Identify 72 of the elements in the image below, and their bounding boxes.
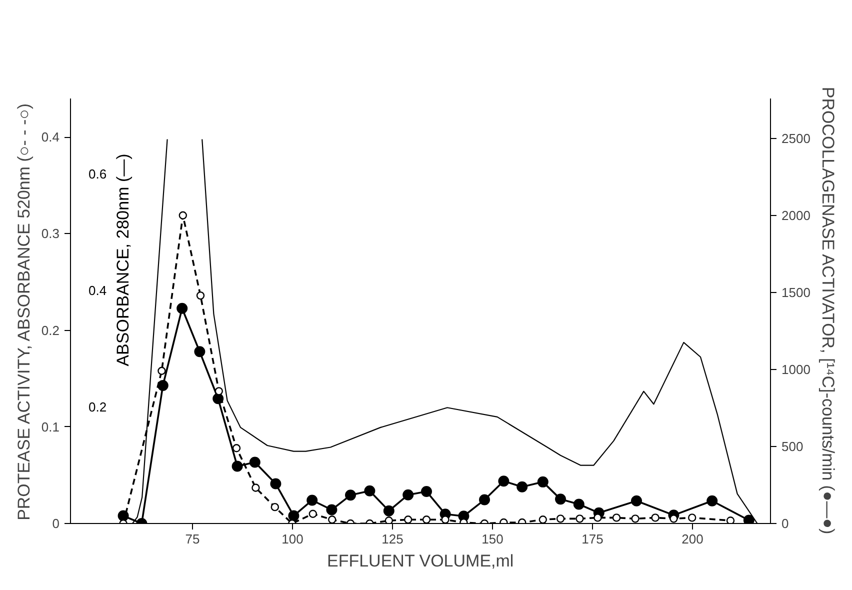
x-tick-label: 150: [482, 532, 504, 546]
y-axis-title: PROTEASE ACTIVITY, ABSORBANCE 520nm (○- - -○): [14, 103, 34, 520]
point: [176, 302, 188, 314]
point: [270, 502, 279, 512]
point: [498, 476, 510, 487]
point: [364, 485, 376, 496]
point: [196, 291, 205, 300]
point: [422, 516, 431, 524]
y2-tick-label: 2000: [782, 208, 810, 224]
point: [383, 505, 394, 516]
point: [158, 366, 166, 375]
point: [270, 478, 282, 490]
point: [537, 476, 548, 488]
y-tick-label: 0.3: [41, 226, 60, 242]
point: [232, 444, 241, 452]
point: [555, 494, 566, 505]
point: [157, 380, 168, 392]
point: [743, 514, 754, 524]
y2-tick-label: 0: [782, 516, 789, 531]
point: [214, 387, 223, 396]
point: [706, 495, 718, 506]
point: [308, 510, 317, 518]
point: [576, 514, 584, 523]
point: [688, 514, 696, 522]
point: [651, 514, 660, 522]
point: [441, 516, 450, 524]
x-tick-label: 200: [682, 532, 704, 546]
point: [212, 393, 224, 404]
point: [612, 514, 621, 522]
point: [328, 516, 336, 524]
y2-tick-label: 1500: [782, 285, 810, 300]
y3-axis-title: ABSORBANCE, 280nm (—): [114, 154, 132, 366]
point: [670, 514, 678, 523]
point: [288, 510, 300, 522]
point: [516, 481, 528, 492]
y3-tick-label: 0.4: [88, 283, 107, 298]
point: [631, 514, 640, 523]
x-axis-title: EFFLUENT VOLUME,ml: [326, 552, 514, 570]
point: [345, 490, 356, 501]
y2-axis-title: PROCOLLAGENASE ACTIVATOR, [¹⁴C]-counts/min (●—●): [818, 86, 838, 534]
x-tick-label: 75: [185, 532, 200, 546]
point: [306, 494, 318, 506]
point: [726, 516, 735, 524]
point: [556, 514, 565, 523]
y-tick-label: 0.1: [41, 419, 60, 434]
point: [479, 494, 490, 506]
point: [326, 504, 338, 516]
point: [573, 498, 584, 510]
y-tick-label: 0: [52, 516, 60, 531]
x-tick-label: 100: [282, 532, 304, 546]
point: [232, 460, 243, 472]
point: [118, 510, 129, 522]
y3-tick-label: 0.6: [88, 166, 107, 182]
point: [252, 484, 260, 492]
y-tick-label: 0.2: [41, 322, 60, 338]
point: [594, 514, 602, 522]
point: [194, 346, 206, 358]
x-tick-label: 125: [382, 532, 404, 546]
point: [404, 516, 412, 524]
y2-tick-label: 1000: [782, 362, 810, 378]
y3-tick-label: 0.2: [88, 400, 107, 415]
y-tick-label: 0.4: [41, 130, 60, 145]
y2-tick-label: 2500: [782, 131, 810, 146]
point: [178, 211, 187, 220]
point: [538, 516, 547, 524]
y2-tick-label: 500: [782, 439, 804, 454]
x-tick-label: 175: [582, 532, 604, 546]
point: [402, 489, 414, 500]
point: [631, 495, 642, 506]
point: [421, 486, 432, 497]
point: [384, 516, 393, 524]
point: [249, 456, 260, 468]
